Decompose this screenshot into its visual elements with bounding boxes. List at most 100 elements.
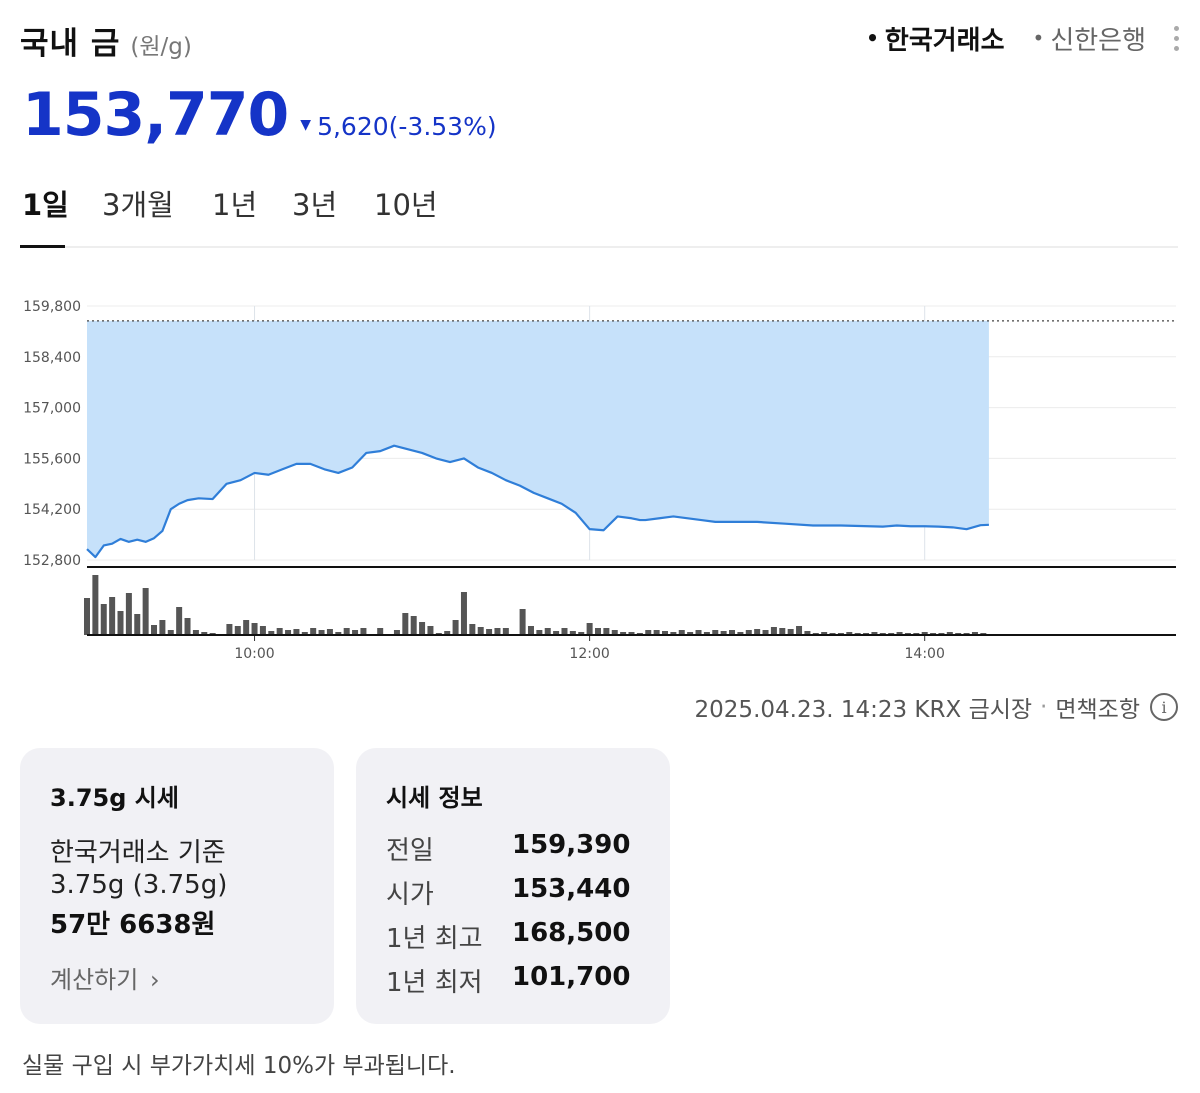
- price-row: 153,770 ▼ 5,620 (-3.53%): [22, 80, 497, 150]
- volume-bar: [779, 628, 786, 635]
- gram-basis: 한국거래소 기준: [50, 838, 226, 868]
- bullet-icon: •: [1032, 26, 1045, 50]
- chevron-right-icon: ›: [149, 966, 160, 994]
- stat-row-1y-low: 1년 최저 101,700: [386, 962, 646, 999]
- gram-card-title: 3.75g 시세: [50, 784, 179, 812]
- stat-row-1y-high: 1년 최고 168,500: [386, 918, 646, 955]
- stat-label: 1년 최고: [386, 924, 483, 954]
- volume-bar: [971, 632, 978, 635]
- volume-bar: [326, 629, 333, 635]
- volume-bar: [377, 628, 384, 635]
- gram-price-card: 3.75g 시세 한국거래소 기준 3.75g (3.75g) 57만 6638…: [20, 748, 334, 1024]
- volume-bar: [427, 626, 434, 635]
- volume-bar: [678, 630, 685, 635]
- volume-bar: [628, 632, 635, 635]
- volume-bar: [720, 631, 727, 635]
- volume-bar: [444, 631, 451, 635]
- volume-bar: [226, 624, 233, 635]
- volume-bar: [695, 630, 702, 635]
- price-chart[interactable]: 159,800 158,400 157,000 155,600 154,200 152,8…: [0, 280, 1200, 680]
- tab-10y[interactable]: 10년: [374, 188, 438, 222]
- volume-bar: [821, 632, 828, 635]
- current-price: 153,770: [22, 80, 289, 150]
- volume-bar: [729, 630, 736, 635]
- source-krx-label: 한국거래소: [884, 25, 1005, 56]
- tab-3y[interactable]: 3년: [292, 188, 338, 222]
- volume-bar: [754, 629, 761, 635]
- page-title: 국내 금 (원/g): [20, 18, 192, 63]
- more-options-icon[interactable]: [1172, 25, 1180, 51]
- stat-row-prev-close: 전일 159,390: [386, 830, 646, 867]
- x-tick-label: 10:00: [234, 646, 274, 662]
- volume-bar: [653, 630, 660, 635]
- bullet-icon: •: [866, 26, 879, 50]
- volume-bar: [276, 628, 283, 635]
- active-tab-indicator: [20, 245, 65, 248]
- stat-label: 시가: [386, 880, 434, 910]
- volume-bar: [293, 629, 300, 635]
- volume-bar: [100, 604, 107, 635]
- volume-bar: [469, 624, 476, 635]
- volume-bar: [611, 630, 618, 635]
- volume-bar: [109, 597, 116, 635]
- volume-bar: [410, 616, 417, 635]
- volume-bar: [419, 622, 426, 635]
- y-tick-label: 159,800: [23, 299, 81, 315]
- volume-bar: [527, 626, 534, 635]
- volume-bar: [393, 630, 400, 635]
- calculate-label: 계산하기: [50, 966, 139, 994]
- volume-bar: [687, 632, 694, 635]
- volume-bar: [745, 630, 752, 635]
- stat-value: 159,390: [512, 830, 631, 860]
- change-percent: (-3.53%): [388, 112, 497, 141]
- volume-bar: [620, 632, 627, 635]
- volume-bar: [946, 632, 953, 635]
- volume-bar: [251, 623, 258, 635]
- volume-bar: [176, 607, 183, 635]
- volume-bar: [561, 628, 568, 635]
- volume-bar: [117, 611, 124, 635]
- title-text: 국내 금: [20, 26, 121, 62]
- info-card-title: 시세 정보: [386, 784, 483, 812]
- disclaimer-link[interactable]: 면책조항: [1055, 697, 1140, 723]
- price-line: [86, 444, 989, 559]
- tab-1d[interactable]: 1일: [22, 188, 69, 222]
- gram-price: 57만 6638원: [50, 910, 216, 940]
- volume-bar: [310, 628, 317, 635]
- volume-bar: [301, 632, 308, 635]
- stat-value: 153,440: [512, 874, 631, 904]
- vat-notice: 실물 구입 시 부가가치세 10%가 부과됩니다.: [22, 1053, 456, 1079]
- stat-value: 101,700: [512, 962, 631, 992]
- calculate-button[interactable]: 계산하기 ›: [50, 960, 160, 995]
- volume-bar: [360, 628, 367, 635]
- volume-bar: [569, 631, 576, 635]
- volume-bar: [84, 598, 90, 635]
- source-shinhan[interactable]: • 신한은행: [1033, 20, 1146, 57]
- volume-bar: [645, 630, 652, 635]
- info-icon[interactable]: i: [1150, 693, 1178, 721]
- volume-bar: [586, 623, 593, 635]
- volume-bar: [787, 629, 794, 635]
- volume-bar: [402, 613, 409, 635]
- volume-bar: [662, 631, 669, 635]
- x-tick-label: 14:00: [905, 646, 945, 662]
- stat-label: 전일: [386, 836, 434, 866]
- volume-bar: [268, 631, 275, 635]
- volume-bar: [134, 614, 141, 635]
- tab-3m[interactable]: 3개월: [102, 188, 174, 222]
- volume-bar: [343, 628, 350, 635]
- tab-1y[interactable]: 1년: [212, 188, 258, 222]
- price-change: ▼ 5,620 (-3.53%): [300, 112, 496, 141]
- volume-bar: [184, 618, 191, 635]
- volume-bar: [142, 588, 149, 635]
- source-krx[interactable]: • 한국거래소: [866, 20, 1004, 57]
- volume-bar: [670, 632, 677, 635]
- header: 국내 금 (원/g) • 한국거래소 • 신한은행: [20, 18, 1180, 78]
- volume-bar: [762, 630, 769, 635]
- price-area-fill: [87, 320, 989, 558]
- volume-bar: [536, 630, 543, 635]
- volume-bar: [594, 628, 601, 635]
- volume-bar: [770, 627, 777, 635]
- y-tick-label: 158,400: [23, 350, 81, 366]
- volume-bar: [452, 620, 459, 635]
